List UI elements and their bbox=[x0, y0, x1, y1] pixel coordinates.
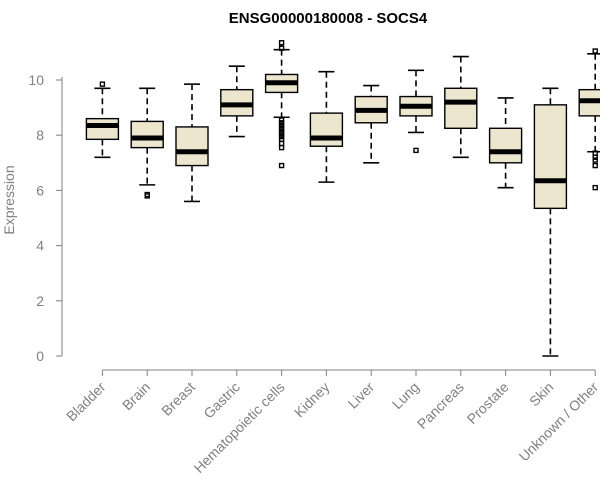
y-axis-label: Expression bbox=[1, 165, 17, 234]
outlier-point bbox=[592, 150, 598, 156]
x-tick-label: Lung bbox=[389, 379, 422, 412]
outlier-point bbox=[592, 154, 598, 160]
x-tick-label: Kidney bbox=[291, 379, 333, 421]
y-tick-label: 2 bbox=[36, 293, 44, 309]
outlier-point bbox=[278, 122, 285, 129]
box-group bbox=[354, 84, 388, 164]
x-tick-label: Breast bbox=[158, 379, 198, 419]
y-tick-label: 6 bbox=[36, 182, 44, 198]
box bbox=[488, 127, 523, 164]
outlier-point bbox=[278, 131, 285, 137]
box-group bbox=[488, 97, 523, 189]
outlier-point bbox=[278, 117, 285, 123]
box-group bbox=[309, 70, 344, 183]
y-tick-label: 8 bbox=[36, 127, 44, 143]
box-group bbox=[533, 87, 568, 357]
x-tick-label: Unknown / Other bbox=[516, 379, 600, 465]
y-tick-label: 4 bbox=[36, 238, 44, 254]
plot-area bbox=[85, 40, 600, 357]
outlier-point bbox=[592, 162, 598, 169]
x-tick-label: Pancreas bbox=[414, 379, 467, 432]
outlier-point bbox=[99, 81, 106, 87]
x-tick-label: Liver bbox=[345, 379, 378, 412]
outlier-point bbox=[278, 162, 285, 169]
box-group bbox=[578, 48, 600, 191]
outlier-point bbox=[592, 184, 598, 191]
box-group bbox=[175, 83, 209, 203]
outlier-point bbox=[278, 136, 285, 143]
box-group bbox=[444, 55, 478, 159]
outlier-point bbox=[413, 147, 419, 154]
outlier-point bbox=[592, 157, 598, 163]
box-group bbox=[130, 87, 164, 199]
x-tick-label: Bladder bbox=[63, 379, 109, 425]
y-axis: 0 2 4 6 8 10 bbox=[28, 72, 63, 364]
outlier-point bbox=[278, 40, 285, 46]
box bbox=[130, 120, 164, 149]
box-group bbox=[220, 65, 254, 138]
box-group bbox=[264, 40, 299, 169]
box-group bbox=[85, 81, 120, 159]
box bbox=[444, 87, 478, 129]
outlier-point bbox=[278, 133, 285, 140]
outlier-point bbox=[592, 48, 598, 54]
outlier-point bbox=[278, 125, 285, 132]
box bbox=[175, 126, 209, 167]
outlier-point bbox=[278, 144, 285, 151]
x-tick-label: Prostate bbox=[464, 379, 512, 427]
x-tick-label: Skin bbox=[526, 379, 557, 410]
y-tick-label: 10 bbox=[28, 72, 44, 88]
box-group bbox=[399, 69, 433, 154]
y-tick-label: 0 bbox=[36, 348, 44, 364]
box bbox=[309, 112, 344, 147]
x-tick-label: Gastric bbox=[200, 379, 243, 422]
outlier-point bbox=[278, 140, 285, 147]
chart-title: ENSG00000180008 - SOCS4 bbox=[229, 10, 428, 27]
outlier-point bbox=[278, 45, 285, 51]
outlier-point bbox=[278, 128, 285, 134]
outlier-point bbox=[278, 120, 285, 126]
box bbox=[85, 117, 120, 141]
x-tick-label: Brain bbox=[119, 379, 153, 413]
box bbox=[533, 104, 568, 210]
outlier-point bbox=[144, 193, 150, 199]
